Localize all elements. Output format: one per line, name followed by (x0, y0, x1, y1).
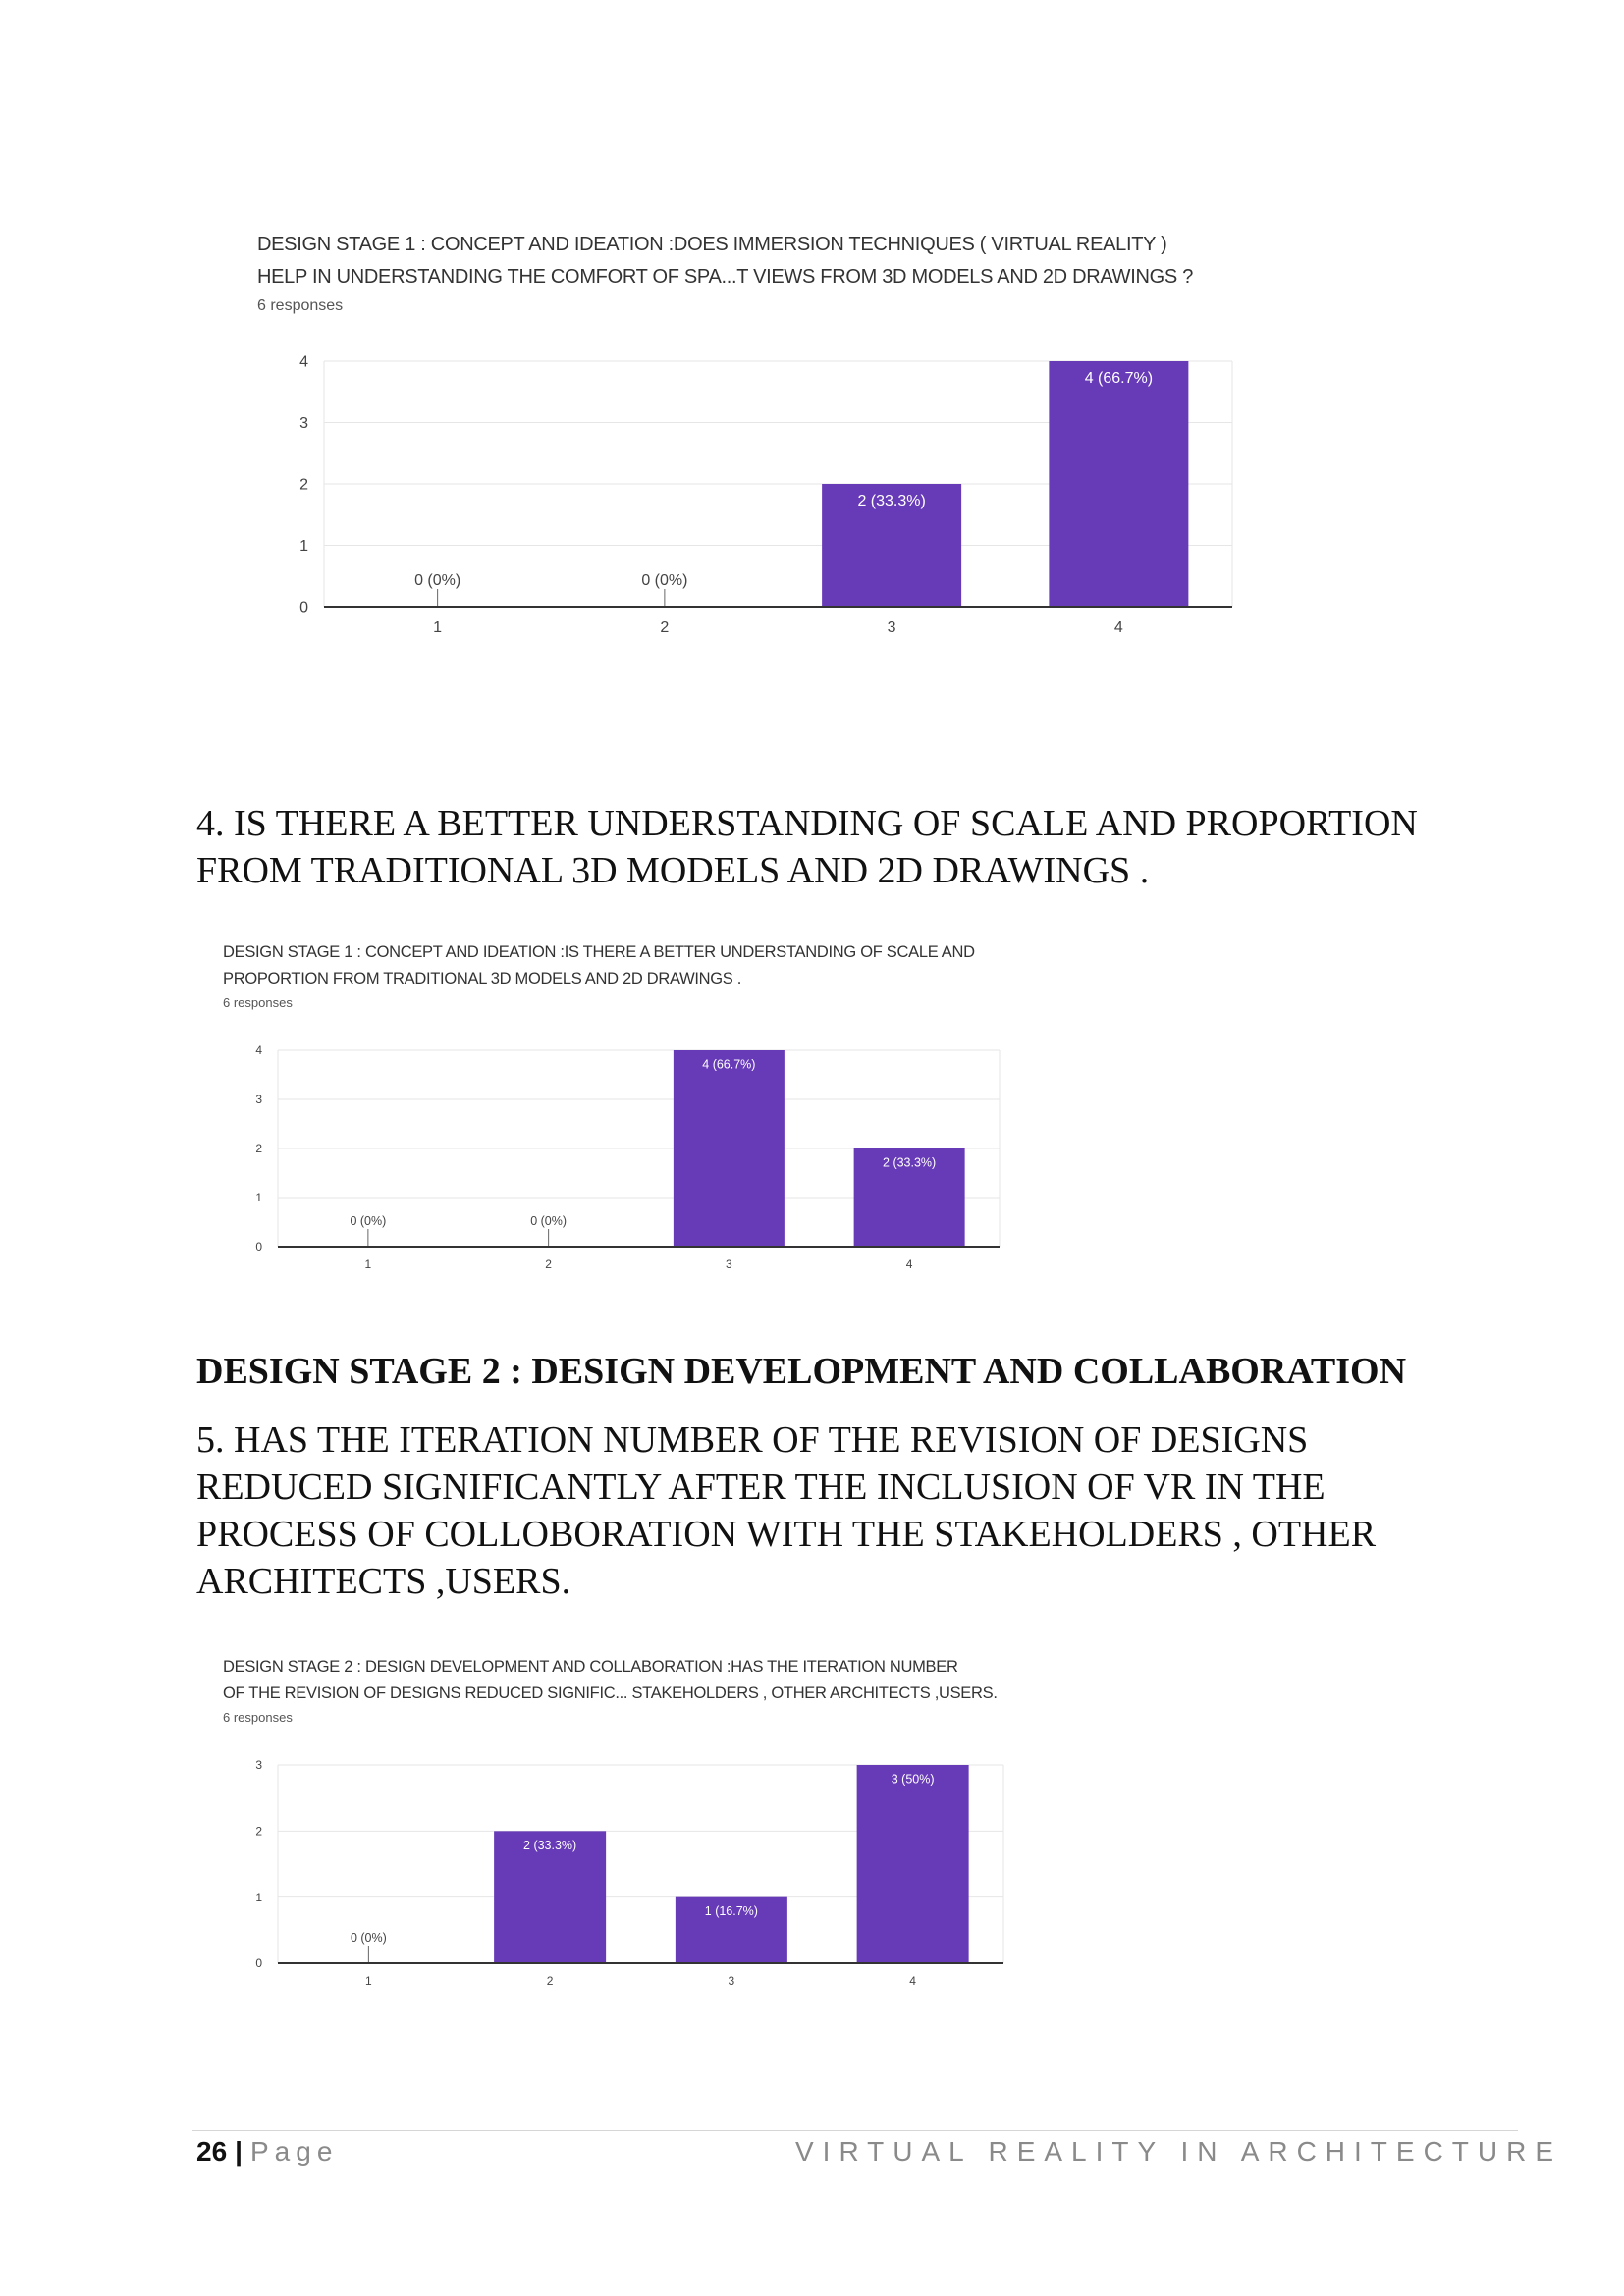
footer-page-number: 26 | Page (196, 2136, 338, 2167)
chart-1-title-line1: DESIGN STAGE 1 : CONCEPT AND IDEATION :D… (257, 234, 1167, 255)
chart-3-svg: 0 1 2 3 0 (0%) 1 2 (33.3%) 2 1 (16.7%) 3 3 (50%) 4 (255, 1758, 1004, 1988)
chart-2-data-label: 2 (33.3%) (883, 1156, 936, 1170)
chart-1-title-line2: HELP IN UNDERSTANDING THE COMFORT OF SPA… (257, 266, 1194, 288)
chart-3-bar-2 (494, 1831, 607, 1963)
page-number: 26 (196, 2136, 228, 2166)
chart-3-y-tick-label: 1 (255, 1891, 262, 1904)
chart-1-data-label: 4 (66.7%) (1085, 370, 1153, 387)
section-2-heading: DESIGN STAGE 2 : DESIGN DEVELOPMENT AND … (196, 1351, 1407, 1392)
chart-3-x-tick-label: 1 (365, 1974, 372, 1988)
chart-2-bar-4 (853, 1148, 965, 1247)
chart-2-data-label: 0 (0%) (530, 1214, 567, 1228)
question-5-line1: 5. HAS THE ITERATION NUMBER OF THE REVIS… (196, 1419, 1309, 1461)
chart-2-title-line2: PROPORTION FROM TRADITIONAL 3D MODELS AN… (223, 970, 742, 988)
chart-1-x-tick-label: 2 (660, 619, 669, 636)
chart-3-responses: 6 responses (223, 1710, 293, 1725)
question-4-line2: FROM TRADITIONAL 3D MODELS AND 2D DRAWIN… (196, 850, 1150, 891)
chart-2-responses: 6 responses (223, 995, 293, 1010)
question-5-line2: REDUCED SIGNIFICANTLY AFTER THE INCLUSIO… (196, 1467, 1326, 1508)
chart-1-data-label: 0 (0%) (414, 572, 460, 589)
question-5-line3: PROCESS OF COLLOBORATION WITH THE STAKEH… (196, 1514, 1377, 1555)
chart-1-x-tick-label: 1 (433, 619, 442, 636)
chart-3-data-label: 3 (50%) (892, 1773, 935, 1787)
chart-1-responses: 6 responses (257, 297, 344, 314)
chart-1-x-tick-label: 4 (1114, 619, 1123, 636)
chart-3-x-tick-label: 2 (547, 1974, 554, 1988)
chart-3-block: DESIGN STAGE 2 : DESIGN DEVELOPMENT AND … (223, 1654, 998, 1729)
chart-2-bar-3 (673, 1050, 785, 1247)
chart-1-block: DESIGN STAGE 1 : CONCEPT AND IDEATION :D… (257, 229, 1193, 319)
chart-3-y-tick-label: 2 (255, 1825, 262, 1839)
chart-3-y-tick-label: 0 (255, 1956, 262, 1970)
chart-3-x-tick-label: 3 (729, 1974, 735, 1988)
chart-1-y-tick-label: 2 (299, 477, 308, 494)
chart-1-bar-3 (822, 484, 962, 607)
chart-3-y-tick-label: 3 (255, 1758, 262, 1772)
chart-1-y-tick-label: 4 (299, 354, 308, 371)
chart-2-y-tick-label: 2 (255, 1142, 262, 1155)
chart-2-data-label: 4 (66.7%) (702, 1058, 755, 1072)
chart-2-y-tick-label: 0 (255, 1240, 262, 1254)
chart-2-data-label: 0 (0%) (350, 1214, 386, 1228)
footer-divider (192, 2130, 1518, 2131)
chart-2-title-line1: DESIGN STAGE 1 : CONCEPT AND IDEATION :I… (223, 943, 975, 961)
chart-3-title-line2: OF THE REVISION OF DESIGNS REDUCED SIGNI… (223, 1684, 998, 1702)
chart-3-data-label: 2 (33.3%) (523, 1839, 576, 1852)
chart-1-bar-4 (1049, 361, 1189, 607)
chart-2-x-tick-label: 1 (365, 1257, 372, 1271)
chart-3-bar-3 (675, 1896, 787, 1963)
chart-2-x-tick-label: 4 (906, 1257, 913, 1271)
chart-2-y-tick-label: 4 (255, 1043, 262, 1057)
running-title: VIRTUAL REALITY IN ARCHITECTURE (795, 2136, 1563, 2166)
page-separator: | (235, 2136, 243, 2166)
chart-3-data-label: 0 (0%) (351, 1931, 387, 1945)
chart-3-title-line1: DESIGN STAGE 2 : DESIGN DEVELOPMENT AND … (223, 1658, 958, 1676)
chart-3-data-label: 1 (16.7%) (705, 1904, 758, 1918)
page-label: Page (250, 2136, 339, 2166)
question-5-line4: ARCHITECTS ,USERS. (196, 1561, 571, 1602)
chart-2-x-tick-label: 2 (545, 1257, 552, 1271)
chart-2-y-tick-label: 3 (255, 1093, 262, 1106)
chart-1-data-label: 2 (33.3%) (857, 493, 925, 509)
chart-2-x-tick-label: 3 (726, 1257, 732, 1271)
chart-3-x-tick-label: 4 (909, 1974, 916, 1988)
chart-2-svg: 0 1 2 3 4 0 (0%) 1 0 (0%) 2 4 (66.7%) 3 2 (33.3%) 4 (255, 1043, 1001, 1271)
chart-1-y-tick-label: 3 (299, 415, 308, 432)
chart-1-x-tick-label: 3 (888, 619, 896, 636)
chart-1-y-tick-label: 0 (299, 600, 308, 616)
chart-2-block: DESIGN STAGE 1 : CONCEPT AND IDEATION :I… (223, 939, 975, 1014)
chart-1-data-label: 0 (0%) (641, 572, 687, 589)
question-4-line1: 4. IS THERE A BETTER UNDERSTANDING OF SC… (196, 803, 1418, 844)
chart-1-y-tick-label: 1 (299, 538, 308, 555)
chart-2-y-tick-label: 1 (255, 1191, 262, 1204)
chart-1-svg: 0 1 2 3 4 0 (0%) 1 0 (0%) 2 2 (33.3%) 3 4 (66.7%) 4 (299, 354, 1233, 636)
chart-3-bar-4 (856, 1765, 969, 1963)
